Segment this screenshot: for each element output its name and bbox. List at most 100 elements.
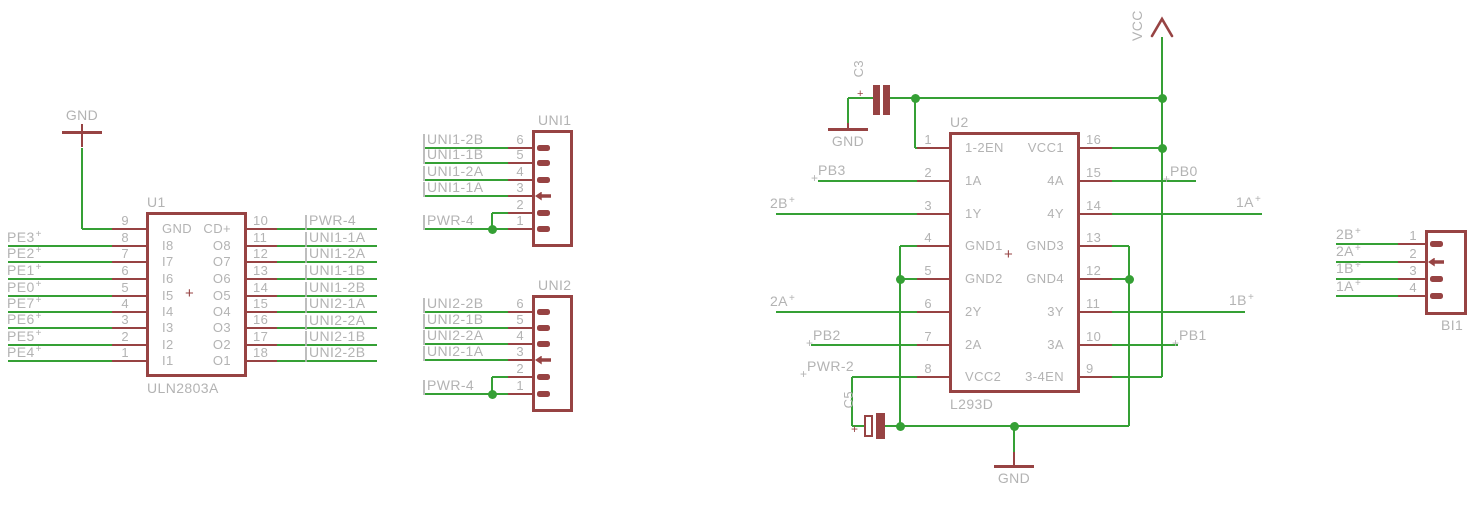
gnd-symbol-icon[interactable] xyxy=(62,130,102,134)
u1-pin-2[interactable] xyxy=(112,344,146,346)
net-label-pb1[interactable]: + PB1 xyxy=(1172,328,1207,349)
wire[interactable] xyxy=(425,311,508,313)
wire[interactable] xyxy=(277,278,377,280)
wire[interactable] xyxy=(1112,213,1262,215)
u1-pin-13[interactable] xyxy=(247,278,277,280)
u2-pin-7[interactable] xyxy=(917,344,949,346)
u1-pin-3[interactable] xyxy=(112,327,146,329)
uni1-pin-3[interactable] xyxy=(508,195,532,197)
wire[interactable] xyxy=(492,376,508,378)
net-label-pe0[interactable]: PE0+ xyxy=(7,279,42,295)
c5-plate-positive[interactable] xyxy=(864,415,873,437)
u2-pin-12[interactable] xyxy=(1080,278,1112,280)
net-label-pb2[interactable]: + PB2 xyxy=(806,328,841,349)
wire[interactable] xyxy=(277,261,377,263)
bi1-pin-4[interactable] xyxy=(1398,295,1425,297)
u2-body[interactable] xyxy=(949,132,1080,393)
wire[interactable] xyxy=(1112,245,1129,247)
u2-pin-4[interactable] xyxy=(917,245,949,247)
wire[interactable] xyxy=(890,97,915,99)
u2-pin-13[interactable] xyxy=(1080,245,1112,247)
wire[interactable] xyxy=(847,98,849,123)
u2-pin-1[interactable] xyxy=(917,147,949,149)
net-label-uni2-2b[interactable]: UNI2-2B xyxy=(423,296,483,313)
wire[interactable] xyxy=(900,278,917,280)
wire[interactable] xyxy=(425,359,508,361)
wire[interactable] xyxy=(852,425,864,427)
wire[interactable] xyxy=(914,98,916,148)
c3-plate[interactable] xyxy=(873,85,880,115)
wire[interactable] xyxy=(82,228,112,230)
net-label-uni2-2a[interactable]: UNI2-2A xyxy=(305,313,365,330)
net-label-1b[interactable]: 1B+ xyxy=(1229,292,1254,308)
bi1-body[interactable] xyxy=(1425,230,1467,315)
u1-pin-14[interactable] xyxy=(247,295,277,297)
uni1-pin-6[interactable] xyxy=(508,147,532,149)
wire[interactable] xyxy=(277,327,377,329)
u1-pin-11[interactable] xyxy=(247,245,277,247)
wire[interactable] xyxy=(1112,311,1245,313)
u2-pin-8[interactable] xyxy=(917,376,949,378)
net-label-pe5[interactable]: PE5+ xyxy=(7,328,42,344)
wire[interactable] xyxy=(491,213,493,229)
u2-pin-6[interactable] xyxy=(917,311,949,313)
wire[interactable] xyxy=(818,180,917,182)
uni1-pin-4[interactable] xyxy=(508,179,532,181)
wire[interactable] xyxy=(277,245,377,247)
bi1-pin-3[interactable] xyxy=(1398,278,1425,280)
wire[interactable] xyxy=(1112,147,1162,149)
wire[interactable] xyxy=(425,327,508,329)
wire[interactable] xyxy=(81,148,83,229)
uni1-pin-5[interactable] xyxy=(508,162,532,164)
uni2-pin-2[interactable] xyxy=(508,376,532,378)
net-label-1b[interactable]: 1B+ xyxy=(1336,260,1361,276)
u1-pin-6[interactable] xyxy=(112,278,146,280)
c3-plate[interactable] xyxy=(883,85,890,115)
u1-pin-4[interactable] xyxy=(112,311,146,313)
u1-pin-9[interactable] xyxy=(112,228,146,230)
net-label-pe7[interactable]: PE7+ xyxy=(7,295,42,311)
wire[interactable] xyxy=(848,97,873,99)
net-label-uni1-1a[interactable]: UNI1-1A xyxy=(305,230,365,247)
net-label-pe6[interactable]: PE6+ xyxy=(7,311,42,327)
wire[interactable] xyxy=(1013,426,1015,452)
u1-pin-17[interactable] xyxy=(247,344,277,346)
wire[interactable] xyxy=(776,311,917,313)
uni2-pin-4[interactable] xyxy=(508,343,532,345)
net-label-uni2-1b[interactable]: UNI2-1B xyxy=(305,329,365,346)
wire[interactable] xyxy=(1112,180,1196,182)
net-label-pe3[interactable]: PE3+ xyxy=(7,229,42,245)
wire[interactable] xyxy=(277,311,377,313)
uni2-pin-6[interactable] xyxy=(508,311,532,313)
wire[interactable] xyxy=(1336,278,1398,280)
u2-pin-11[interactable] xyxy=(1080,311,1112,313)
wire[interactable] xyxy=(491,377,493,394)
u1-pin-8[interactable] xyxy=(112,245,146,247)
net-label-pe2[interactable]: PE2+ xyxy=(7,245,42,261)
wire[interactable] xyxy=(8,311,112,313)
wire[interactable] xyxy=(277,360,377,362)
wire[interactable] xyxy=(811,344,917,346)
wire[interactable] xyxy=(8,278,112,280)
net-label-uni1-1b[interactable]: UNI1-1B xyxy=(305,263,365,280)
net-label-uni2-2b[interactable]: UNI2-2B xyxy=(305,345,365,362)
wire[interactable] xyxy=(425,162,508,164)
u2-pin-14[interactable] xyxy=(1080,213,1112,215)
net-label-uni1-2b[interactable]: UNI1-2B xyxy=(423,132,483,149)
wire[interactable] xyxy=(915,97,1162,99)
u1-pin-18[interactable] xyxy=(247,360,277,362)
net-label-uni1-2a[interactable]: UNI1-2A xyxy=(305,246,365,263)
wire[interactable] xyxy=(1336,243,1398,245)
uni2-pin-5[interactable] xyxy=(508,327,532,329)
wire[interactable] xyxy=(8,245,112,247)
net-label-uni2-1a[interactable]: UNI2-1A xyxy=(305,296,365,313)
wire[interactable] xyxy=(851,377,853,426)
wire[interactable] xyxy=(425,343,508,345)
net-label-pwr-4[interactable]: PWR-4 xyxy=(423,378,474,395)
wire[interactable] xyxy=(425,393,508,395)
wire[interactable] xyxy=(8,360,112,362)
u2-pin-16[interactable] xyxy=(1080,147,1112,149)
net-label-1a[interactable]: 1A+ xyxy=(1236,194,1261,210)
u2-pin-10[interactable] xyxy=(1080,344,1112,346)
wire[interactable] xyxy=(425,179,508,181)
